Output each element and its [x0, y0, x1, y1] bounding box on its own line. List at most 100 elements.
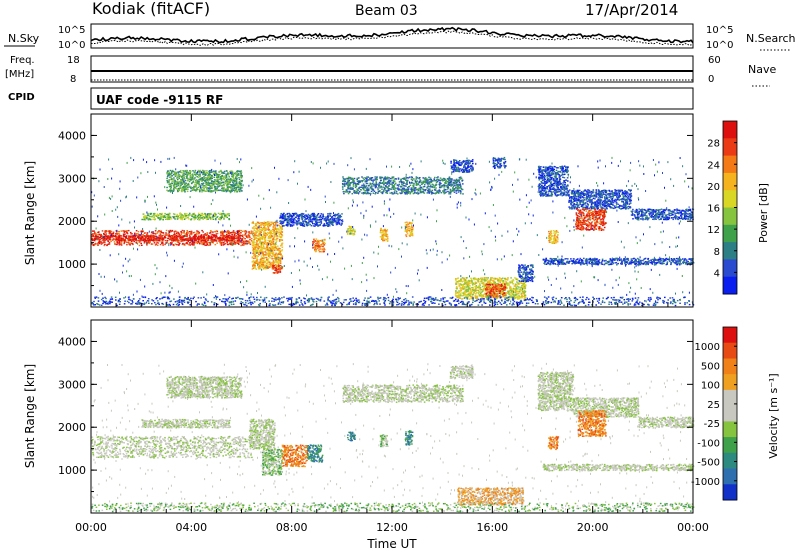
- power-pixel: [286, 225, 289, 227]
- power-pixel: [159, 218, 162, 220]
- power-pixel: [206, 214, 208, 217]
- power-pixel: [342, 180, 344, 182]
- power-pixel: [94, 243, 97, 246]
- power-pixel: [269, 248, 272, 250]
- power-pixel: [277, 259, 280, 261]
- power-pixel: [221, 216, 223, 218]
- power-pixel: [348, 180, 350, 183]
- power-pixel: [207, 172, 209, 175]
- power-pixel: [381, 192, 384, 194]
- power-pixel: [265, 259, 268, 262]
- power-pixel: [400, 192, 402, 195]
- power-pixel: [215, 240, 217, 242]
- power-pixel: [276, 249, 278, 251]
- power-pixel: [111, 236, 114, 238]
- power-pixel: [147, 239, 150, 242]
- power-pixel: [213, 170, 215, 172]
- power-pixel: [174, 183, 176, 186]
- power-pixel: [237, 233, 240, 235]
- power-pixel: [229, 242, 231, 244]
- power-pixel: [425, 178, 427, 180]
- power-pixel: [273, 239, 275, 241]
- power-pixel: [264, 235, 267, 237]
- power-pixel: [341, 219, 344, 221]
- power-pixel: [120, 239, 122, 242]
- power-pixel: [106, 237, 108, 239]
- power-pixel: [178, 174, 180, 176]
- power-pixel: [257, 266, 260, 268]
- power-pixel: [279, 248, 281, 250]
- power-pixel: [123, 233, 125, 236]
- power-pixel: [108, 243, 111, 245]
- power-pixel: [256, 252, 259, 254]
- power-pixel: [272, 240, 275, 243]
- power-data-layer: [91, 156, 695, 307]
- power-pixel: [212, 233, 214, 236]
- power-pixel: [210, 239, 212, 241]
- power-pixel: [366, 177, 368, 180]
- power-pixel: [361, 180, 363, 183]
- power-pixel: [326, 215, 329, 218]
- power-pixel: [238, 240, 240, 243]
- power-pixel: [119, 237, 122, 240]
- power-pixel: [393, 191, 396, 193]
- power-pixel: [213, 183, 215, 185]
- power-pixel: [259, 231, 262, 233]
- power-pixel: [405, 189, 407, 191]
- power-pixel: [179, 187, 181, 189]
- power-pixel: [236, 177, 238, 179]
- power-pixel: [259, 224, 262, 226]
- power-pixel: [383, 188, 386, 190]
- power-pixel: [300, 222, 303, 225]
- power-pixel: [122, 230, 124, 232]
- power-pixel: [337, 219, 339, 221]
- power-pixel: [237, 174, 240, 176]
- power-pixel: [226, 185, 229, 187]
- power-pixel: [315, 242, 317, 245]
- power-pixel: [422, 182, 424, 184]
- power-pixel: [381, 231, 384, 233]
- power-pixel: [386, 235, 389, 238]
- power-pixel: [252, 247, 255, 250]
- power-pixel: [433, 178, 436, 181]
- power-pixel: [260, 255, 263, 257]
- power-pixel: [237, 238, 239, 240]
- power-pixel: [327, 219, 330, 221]
- power-pixel: [310, 225, 313, 227]
- power-pixel: [134, 234, 136, 236]
- power-pixel: [201, 172, 203, 174]
- power-pixel: [169, 183, 171, 185]
- power-pixel: [289, 218, 292, 220]
- power-pixel: [240, 232, 242, 234]
- power-pixel: [233, 178, 235, 180]
- power-pixel: [201, 216, 203, 219]
- power-pixel: [267, 248, 269, 250]
- power-pixel: [234, 232, 237, 234]
- power-pixel: [413, 192, 416, 194]
- power-pixel: [149, 215, 152, 218]
- power-pixel: [275, 257, 277, 259]
- power-pixel: [180, 216, 182, 218]
- power-pixel: [191, 215, 193, 217]
- power-pixel: [302, 225, 304, 227]
- power-pixel: [208, 170, 211, 172]
- power-pixel: [312, 214, 315, 216]
- power-pixel: [227, 213, 229, 215]
- power-pixel: [427, 188, 430, 190]
- power-pixel: [171, 229, 174, 232]
- power-pixel: [353, 191, 355, 194]
- power-pixel: [450, 181, 453, 183]
- power-pixel: [407, 188, 410, 191]
- power-pixel: [209, 230, 212, 232]
- power-pixel: [405, 224, 407, 226]
- power-pixel: [275, 240, 278, 242]
- power-pixel: [370, 177, 373, 179]
- power-pixel: [152, 232, 154, 235]
- power-pixel: [322, 217, 324, 220]
- power-pixel: [236, 189, 238, 191]
- power-band: [141, 212, 231, 221]
- power-pixel: [186, 180, 189, 182]
- power-pixel: [403, 188, 406, 190]
- power-pixel: [262, 262, 264, 264]
- power-pixel: [239, 179, 242, 182]
